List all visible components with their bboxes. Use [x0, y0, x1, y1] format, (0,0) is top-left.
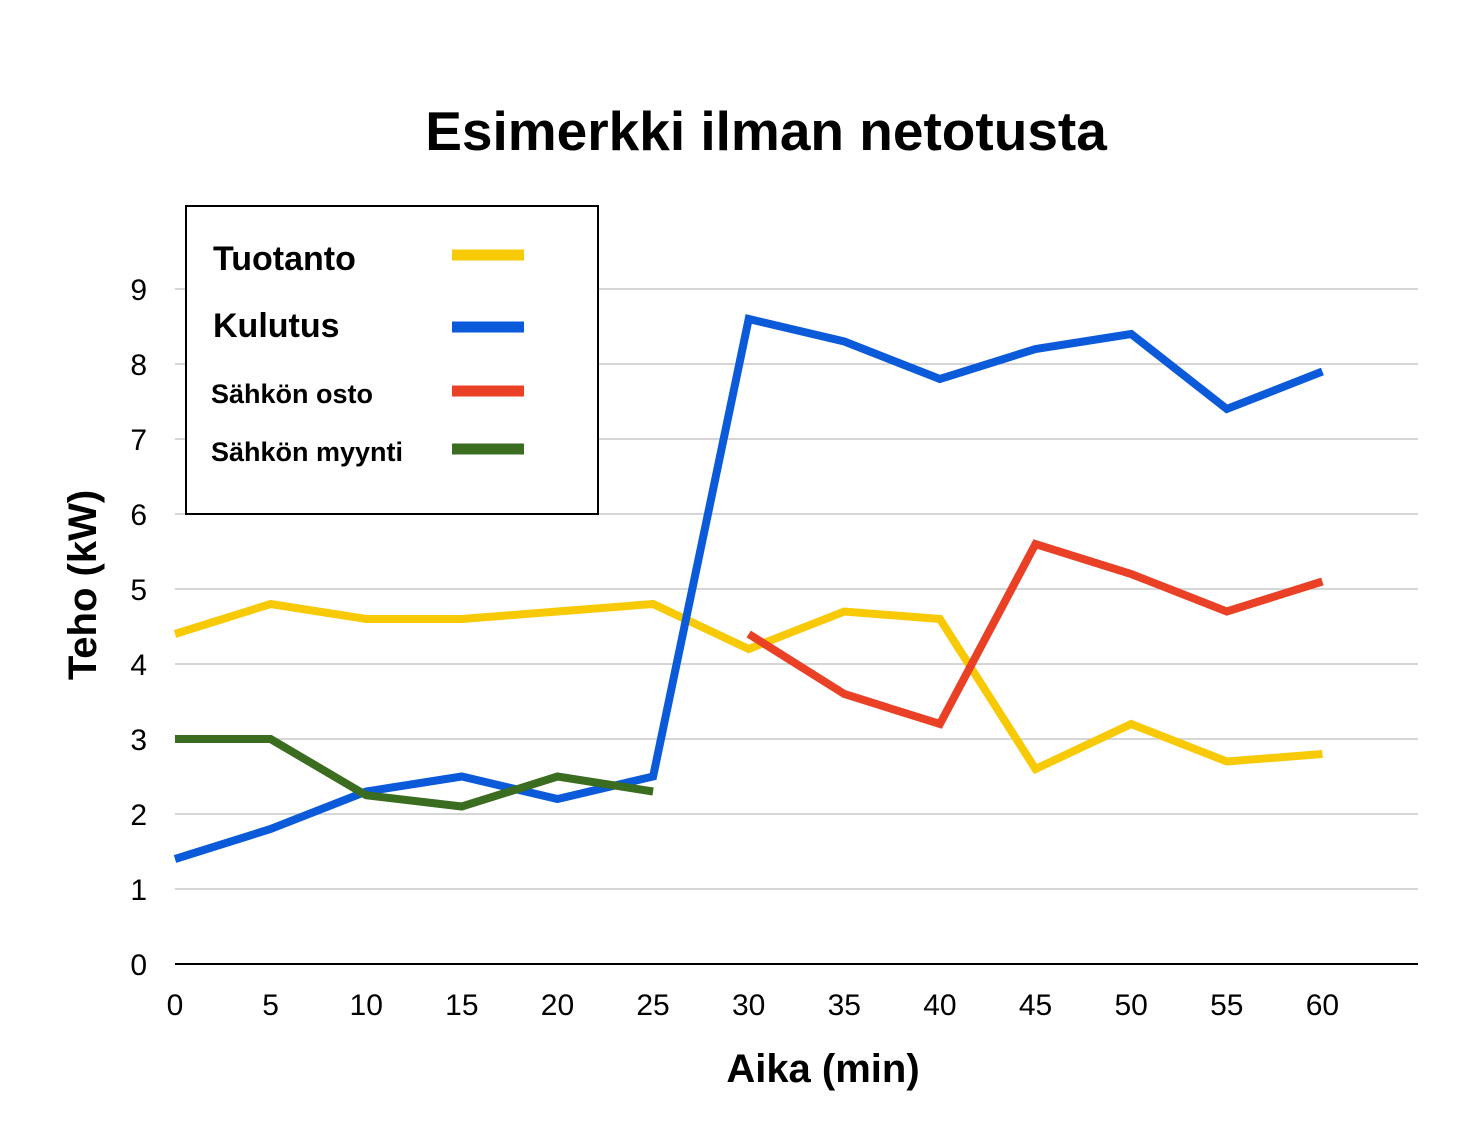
x-tick-label: 5: [262, 989, 279, 1022]
y-tick-label: 3: [130, 724, 147, 757]
x-tick-label: 10: [350, 989, 383, 1022]
legend-label: Tuotanto: [213, 240, 356, 278]
y-tick-label: 5: [130, 574, 147, 607]
series-line-3: [175, 735, 654, 811]
x-tick-label: 0: [167, 989, 184, 1022]
legend-label: Sähkön myynti: [211, 437, 403, 467]
chart-title: Esimerkki ilman netotusta: [425, 100, 1107, 162]
y-tick-label: 8: [130, 349, 147, 382]
x-tick-label: 50: [1114, 989, 1147, 1022]
x-tick-label: 25: [636, 989, 669, 1022]
legend: Tuotanto Kulutus Sähkön osto Sähkön myynti: [185, 205, 599, 515]
x-tick-label: 20: [541, 989, 574, 1022]
legend-label: Sähkön osto: [211, 379, 373, 409]
x-tick-label: 60: [1306, 989, 1339, 1022]
x-tick-label: 30: [732, 989, 765, 1022]
y-axis-title: Teho (kW): [61, 490, 105, 680]
series-line-2: [746, 539, 1324, 729]
x-axis-title: Aika (min): [726, 1047, 919, 1091]
x-tick-label: 45: [1019, 989, 1052, 1022]
y-tick-label: 7: [130, 424, 147, 457]
x-tick-label: 40: [923, 989, 956, 1022]
y-tick-label: 0: [130, 949, 147, 982]
y-tick-label: 2: [130, 799, 147, 832]
x-tick-label: 35: [828, 989, 861, 1022]
legend-label: Kulutus: [213, 307, 340, 345]
x-tick-label: 15: [445, 989, 478, 1022]
legend-box: [185, 205, 599, 515]
y-tick-label: 4: [130, 649, 147, 682]
y-tick-label: 9: [130, 274, 147, 307]
series-lines: [173, 314, 1324, 863]
y-axis-ticks: 0 1 2 3 4 5 6 7 8 9: [130, 274, 147, 982]
y-tick-label: 1: [130, 874, 147, 907]
y-tick-label: 6: [130, 499, 147, 532]
x-tick-label: 55: [1210, 989, 1243, 1022]
series-line-0: [173, 599, 1323, 775]
x-axis-ticks: 0 5 10 15 20 25 30 35 40 45 50 55 60: [167, 989, 1339, 1022]
